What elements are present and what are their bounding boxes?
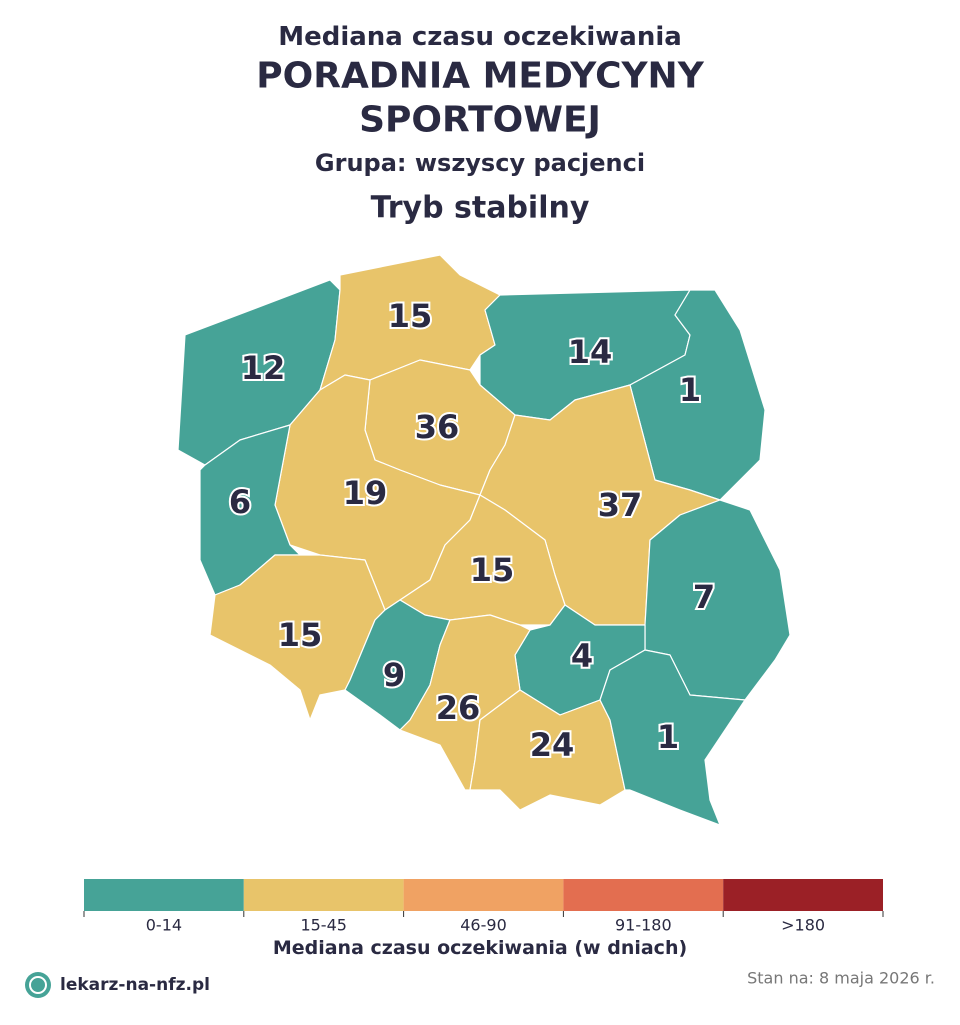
region-value: 1 xyxy=(679,371,701,409)
region-value: 7 xyxy=(693,578,715,616)
legend-label: 0-14 xyxy=(146,916,182,935)
legend-swatch xyxy=(84,879,244,911)
legend-label: 46-90 xyxy=(460,916,507,935)
logo xyxy=(25,972,51,998)
legend: 0-14 15-45 46-90 91-180 >180 xyxy=(83,879,884,935)
legend-label: >180 xyxy=(781,916,825,935)
region-value: 4 xyxy=(571,637,593,675)
logo-ring xyxy=(29,976,47,994)
region-value: 6 xyxy=(229,483,251,521)
region-value: 12 xyxy=(241,349,286,387)
legend-label: 91-180 xyxy=(615,916,672,935)
legend-title: Mediana czasu oczekiwania (w dniach) xyxy=(273,937,687,959)
region-value: 15 xyxy=(470,551,515,589)
mode: Tryb stabilny xyxy=(371,191,590,226)
title-line: SPORTOWEJ xyxy=(359,100,601,141)
legend-label: 15-45 xyxy=(300,916,347,935)
legend-swatch xyxy=(403,879,564,911)
legend-swatch xyxy=(723,879,883,911)
regions xyxy=(177,254,791,826)
region xyxy=(599,649,746,826)
source: lekarz-na-nfz.pl xyxy=(60,975,210,995)
region-value: 15 xyxy=(388,297,433,335)
region-value: 14 xyxy=(568,333,613,371)
region-value: 37 xyxy=(598,486,643,524)
region-value: 24 xyxy=(530,726,575,764)
date: Stan na: 8 maja 2026 r. xyxy=(747,969,935,988)
legend-swatch xyxy=(563,879,724,911)
region-value: 15 xyxy=(278,616,323,654)
region-value: 26 xyxy=(436,689,481,727)
region-value: 19 xyxy=(343,474,388,512)
subtitle: Mediana czasu oczekiwania xyxy=(278,22,682,52)
legend-swatch xyxy=(243,879,404,911)
title-line: PORADNIA MEDYCYNY xyxy=(256,56,704,97)
region-labels: 12 15 14 1 36 37 19 6 15 7 15 9 4 26 24 1 xyxy=(227,295,717,766)
region-value: 9 xyxy=(383,656,405,694)
group: Grupa: wszyscy pacjenci xyxy=(315,149,645,177)
region-value: 36 xyxy=(415,408,460,446)
region-value: 1 xyxy=(657,718,679,756)
